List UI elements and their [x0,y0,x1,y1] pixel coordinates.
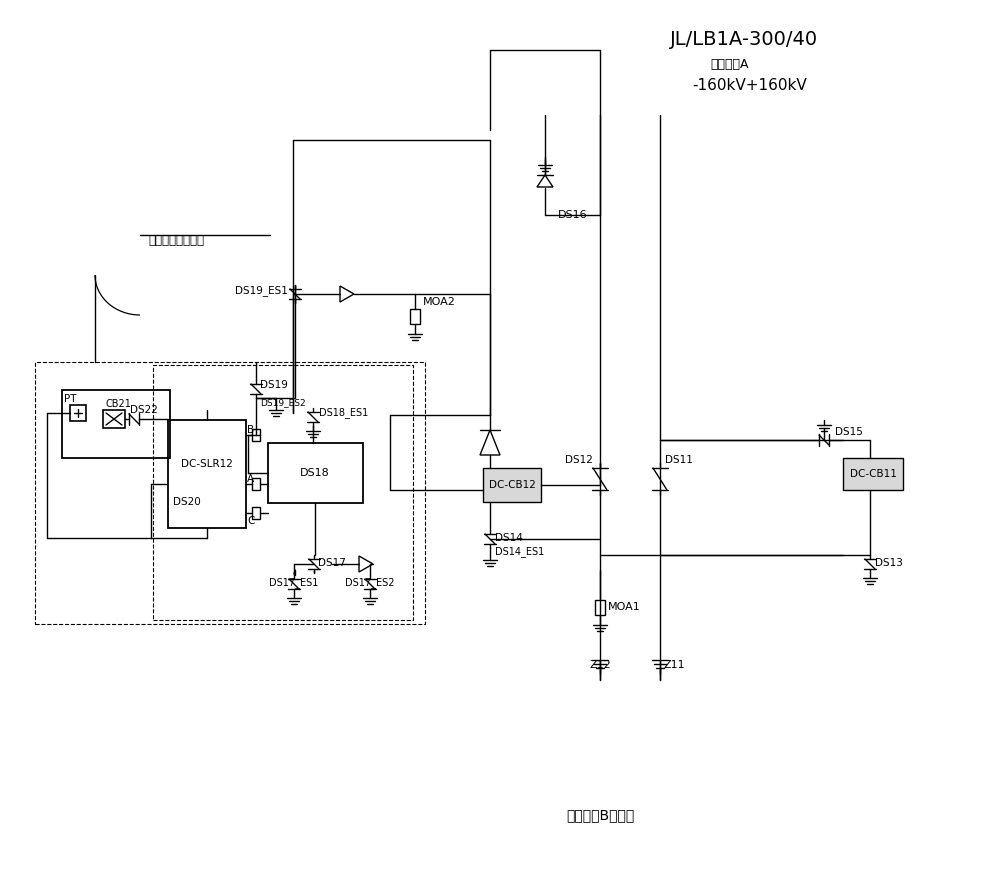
Text: DS14_ES1: DS14_ES1 [495,546,544,558]
Text: DS12: DS12 [565,455,593,465]
Bar [103,410,125,428]
Bar [483,468,541,502]
Text: 至换流站A: 至换流站A [710,58,748,71]
Bar [252,429,260,441]
Text: Z11: Z11 [663,660,685,670]
Bar [595,600,605,615]
Text: -160kV+160kV: -160kV+160kV [692,78,807,93]
Text: PT: PT [64,394,76,404]
Bar [62,390,170,458]
Bar [252,507,260,519]
Bar [153,365,413,620]
Text: DC-SLR12: DC-SLR12 [181,459,233,469]
Text: DS17: DS17 [318,558,346,568]
Bar [410,309,420,324]
Text: DS13: DS13 [875,558,903,568]
Text: DS19_ES2: DS19_ES2 [260,399,306,407]
Text: DS18_ES1: DS18_ES1 [319,407,368,419]
Text: DS19_ES1: DS19_ES1 [235,286,288,296]
Text: DC-CB12: DC-CB12 [489,480,535,490]
Bar [70,405,86,421]
Text: 超导控制保护区域: 超导控制保护区域 [148,233,204,246]
Bar [252,478,260,490]
Text: DS14: DS14 [495,533,523,543]
Text: DS19: DS19 [260,380,288,390]
Text: C: C [247,516,254,526]
Text: DS16: DS16 [558,210,588,220]
Text: DS20: DS20 [173,497,201,507]
Text: Z12: Z12 [590,660,612,670]
Bar [268,443,363,503]
Text: DS17_ES1: DS17_ES1 [269,578,318,588]
Text: 至换流站B汇流场: 至换流站B汇流场 [566,808,634,822]
Text: DS11: DS11 [665,455,693,465]
Text: MOA2: MOA2 [423,297,456,307]
Text: MOA1: MOA1 [608,602,641,612]
Text: DS18: DS18 [300,468,330,478]
Bar [843,458,903,490]
Text: DS15: DS15 [835,427,863,437]
Text: B: B [247,425,254,435]
Bar [168,420,246,528]
Bar [35,362,425,624]
Text: DS22: DS22 [130,405,158,415]
Text: DC-CB11: DC-CB11 [850,469,896,479]
Text: A: A [247,474,254,484]
Text: CB21: CB21 [105,399,131,409]
Text: DS17_ES2: DS17_ES2 [345,578,394,588]
Text: JL/LB1A-300/40: JL/LB1A-300/40 [670,30,818,49]
